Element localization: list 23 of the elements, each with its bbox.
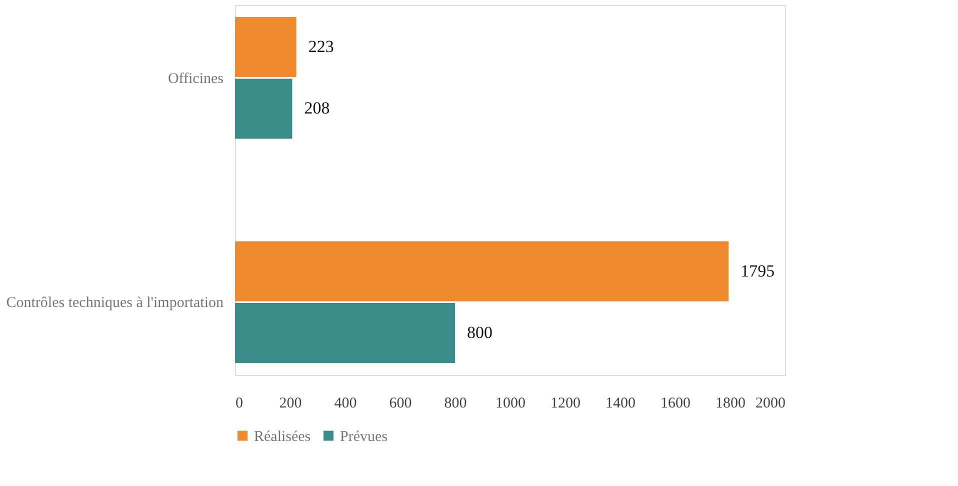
- data-label: 208: [304, 98, 330, 118]
- data-label: 223: [308, 37, 334, 56]
- x-tick-label: 200: [279, 396, 302, 412]
- bar: [235, 78, 292, 139]
- legend-label: Réalisées: [254, 428, 311, 445]
- x-tick-label: 0: [236, 396, 243, 412]
- bar: [235, 302, 455, 363]
- x-tick-label: 400: [334, 396, 357, 412]
- data-label: 1795: [740, 261, 775, 280]
- x-tick-label: 800: [444, 396, 467, 412]
- x-tick-label: 2000: [756, 396, 786, 412]
- x-tick-label: 1600: [660, 396, 690, 412]
- x-tick-label: 600: [389, 396, 412, 412]
- bar: [235, 241, 729, 302]
- data-label: 800: [467, 322, 492, 342]
- x-tick-label: 1800: [716, 396, 746, 412]
- x-tick-label: 1000: [496, 396, 526, 412]
- bar: [235, 17, 296, 78]
- x-tick-label: 1400: [606, 396, 636, 412]
- legend-label: Prévues: [340, 428, 388, 445]
- y-tick-label: Contrôles techniques à l'importation: [6, 295, 224, 312]
- y-tick-label: Officines: [168, 70, 224, 87]
- x-tick-label: 1200: [550, 396, 580, 412]
